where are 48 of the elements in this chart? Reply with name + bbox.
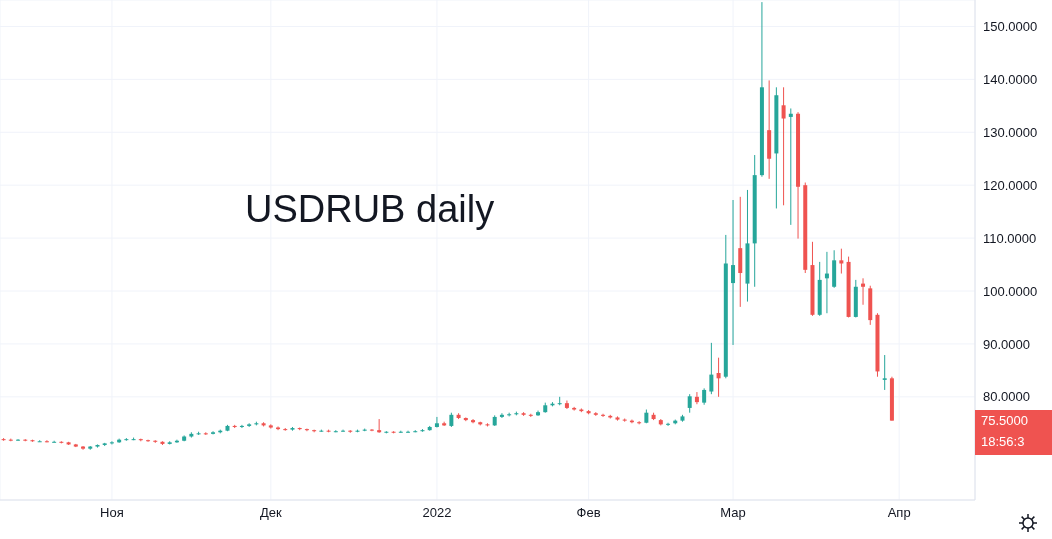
y-tick-label: 100.0000 (983, 283, 1038, 299)
candlestick (442, 421, 447, 427)
candlestick (369, 428, 374, 432)
y-tick-label: 110.0000 (983, 230, 1037, 246)
x-tick-label: Ноя (100, 505, 124, 521)
candlestick (16, 438, 21, 442)
candlestick (239, 424, 244, 429)
candlestick (44, 439, 49, 443)
text: 75.5000 (981, 411, 1029, 430)
y-tick-label: 140.0000 (983, 71, 1038, 87)
candlestick (507, 412, 512, 417)
candlestick (377, 418, 382, 434)
candlestick (109, 440, 114, 445)
candlestick (709, 342, 714, 395)
candlestick (666, 422, 671, 427)
candlestick (694, 391, 699, 405)
y-tick-label: 150.0000 (983, 19, 1038, 35)
candlestick (406, 430, 411, 434)
x-tick-label: Апр (887, 505, 911, 521)
candlestick (716, 357, 721, 398)
text: 18:56:3 (981, 432, 1026, 451)
candlestick (788, 107, 793, 226)
candlestick (146, 439, 151, 443)
candlestick (839, 248, 844, 275)
candlestick (601, 413, 606, 418)
candlestick (572, 406, 577, 412)
candlestick (247, 422, 252, 428)
y-tick-label: 90.0000 (983, 336, 1030, 352)
candlestick (687, 393, 692, 414)
candlestick (434, 416, 439, 429)
x-tick-label: Фев (576, 505, 601, 521)
y-tick-label: 130.0000 (983, 124, 1038, 140)
candlestick (781, 86, 786, 206)
candlestick (882, 354, 887, 391)
candlestick (81, 445, 86, 451)
x-tick-label: 2022 (422, 505, 452, 521)
candlestick (471, 418, 476, 424)
candlestick (52, 440, 57, 443)
x-tick-label: Мар (720, 505, 746, 521)
candlestick (731, 199, 736, 346)
text: USDRUB daily (245, 188, 495, 231)
candlestick (861, 277, 866, 306)
candlestick (499, 412, 504, 419)
y-tick-label: 80.0000 (983, 389, 1030, 405)
x-tick-label: Дек (259, 505, 282, 521)
y-tick-label: 120.0000 (983, 177, 1038, 193)
candlestick (341, 429, 346, 433)
candlestick (637, 420, 642, 425)
